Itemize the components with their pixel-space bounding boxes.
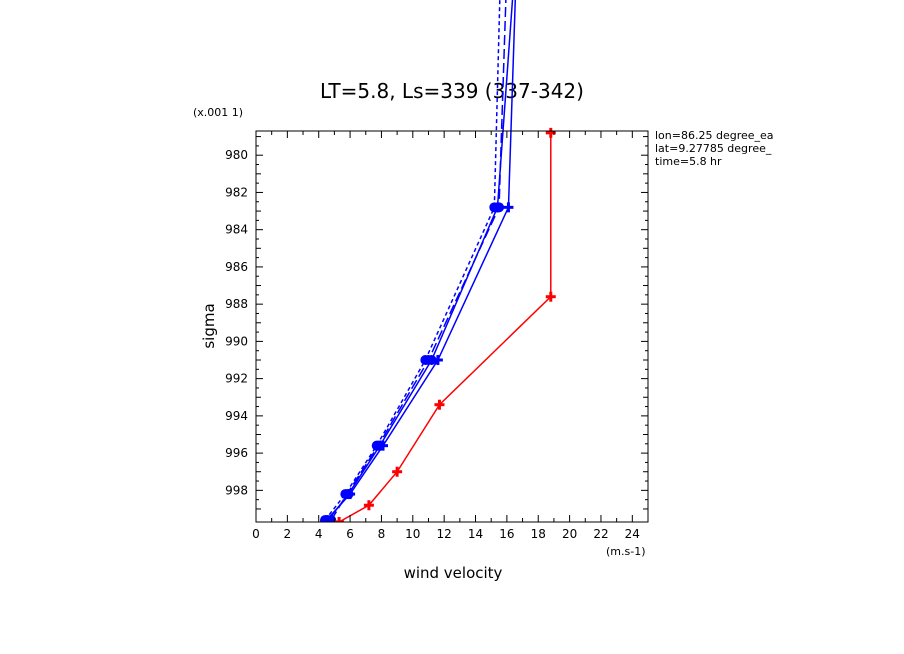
y-tick-label: 996 — [225, 446, 248, 460]
series-layer — [319, 0, 556, 522]
x-tick-label: 2 — [284, 527, 292, 541]
series-4-point — [392, 466, 403, 477]
x-unit-label: (m.s-1) — [606, 545, 646, 558]
y-unit-label: (x.001 1) — [193, 106, 243, 119]
y-tick-label: 982 — [225, 185, 248, 199]
series-2-point — [423, 355, 434, 366]
series-2-line — [330, 0, 507, 521]
series-3-point — [378, 440, 389, 451]
y-tick-label: 986 — [225, 260, 248, 274]
x-tick-label: 0 — [252, 527, 260, 541]
series-1-line — [324, 0, 501, 521]
series-4-point — [545, 291, 556, 302]
y-tick-label: 984 — [225, 223, 248, 237]
info-lat: lat=9.27785 degree_ — [655, 142, 772, 155]
chart-title: LT=5.8, Ls=339 (337-342) — [320, 79, 584, 103]
series-4-point — [363, 500, 374, 511]
x-tick-label: 22 — [593, 527, 608, 541]
info-time: time=5.8 hr — [655, 155, 722, 168]
series-2-point — [494, 202, 505, 213]
y-axis-label: sigma — [200, 303, 218, 348]
x-tick-label: 20 — [562, 527, 577, 541]
y-tick-label: 998 — [225, 483, 248, 497]
y-tick-label: 988 — [225, 297, 248, 311]
x-tick-label: 6 — [346, 527, 354, 541]
plot-frame — [255, 130, 649, 523]
series-3-line — [326, 0, 517, 521]
y-tick-label: 990 — [225, 334, 248, 348]
x-tick-label: 16 — [499, 527, 514, 541]
x-tick-label: 24 — [625, 527, 640, 541]
y-tick-label: 994 — [225, 409, 248, 423]
series-4-point — [334, 517, 345, 522]
series-3-point — [503, 202, 514, 213]
y-tick-label: 980 — [225, 148, 248, 162]
x-axis-label: wind velocity — [404, 564, 503, 582]
x-tick-label: 14 — [468, 527, 483, 541]
series-3-point — [321, 515, 332, 522]
x-tick-label: 12 — [437, 527, 452, 541]
info-lon: lon=86.25 degree_ea — [655, 129, 774, 142]
series-4-line — [338, 132, 552, 522]
x-tick-label: 8 — [378, 527, 386, 541]
x-tick-label: 10 — [405, 527, 420, 541]
series-4-point — [434, 399, 445, 410]
tick-layer: 0 2 4 6 8 10 12 14 16 18 20 22 249809829849869889909… — [225, 131, 649, 541]
x-tick-label: 4 — [315, 527, 323, 541]
x-tick-label: 18 — [531, 527, 546, 541]
series-3-point — [432, 355, 443, 366]
series-3-point — [345, 489, 356, 500]
y-tick-label: 992 — [225, 372, 248, 386]
